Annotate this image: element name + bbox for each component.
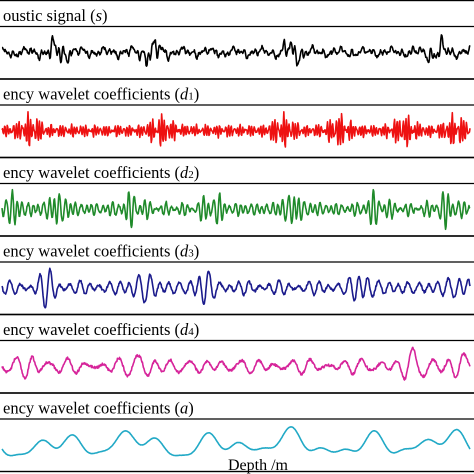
panel-title-close: ) [102,6,108,25]
panel-title-text: ency wavelet coefficients ( [3,163,180,182]
panel-title-subscript: 1 [188,91,194,103]
panel-title-subscript: 3 [188,248,194,260]
panel-title-variable: d [180,163,189,182]
panel-title-close: ) [194,242,200,261]
panel-title-subscript: 2 [188,169,194,181]
panel-title-text: ency wavelet coefficients ( [3,320,180,339]
panel-title-close: ) [194,85,200,104]
panel-title-variable: d [180,242,189,261]
panel-3: ency wavelet coefficients (d2) [0,156,474,237]
panel-title-close: ) [194,163,200,182]
panel-title: ency wavelet coefficients (d3) [3,242,199,261]
x-axis-label: Depth /m [228,457,289,474]
panel-title: ency wavelet coefficients (a) [3,399,194,418]
panel-6: ency wavelet coefficients (a) [0,392,474,473]
panel-title-variable: s [96,6,102,25]
panel-2: ency wavelet coefficients (d1) [0,78,474,159]
panel-title: oustic signal (s) [3,6,108,25]
panel-title: ency wavelet coefficients (d1) [3,85,199,104]
panel-5: ency wavelet coefficients (d4) [0,313,474,394]
panel-title-text: ency wavelet coefficients ( [3,399,180,418]
panel-title-subscript: 4 [188,326,194,338]
signal-trace [1,111,471,148]
panel-title: ency wavelet coefficients (d2) [3,163,199,182]
signal-trace [1,267,471,309]
signal-trace [1,346,471,381]
panel-title-variable: d [180,320,189,339]
panel-title: ency wavelet coefficients (d4) [3,320,199,339]
panel-title-variable: d [180,85,189,104]
panel-4: ency wavelet coefficients (d3) [0,235,474,316]
signal-trace [1,426,471,457]
panel-title-close: ) [188,399,194,418]
panel-title-text: oustic signal ( [3,6,96,25]
signal-trace [1,188,471,231]
signal-trace [1,34,471,67]
panel-frame [0,392,474,473]
panel-1: oustic signal (s) [0,0,474,80]
panel-title-text: ency wavelet coefficients ( [3,242,180,261]
panel-title-variable: a [180,399,188,418]
panel-title-close: ) [194,320,200,339]
panel-title-text: ency wavelet coefficients ( [3,85,180,104]
